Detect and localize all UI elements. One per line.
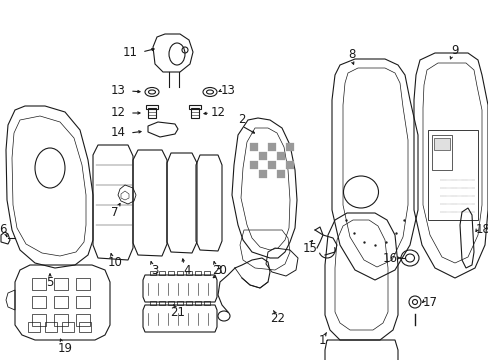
Text: 14: 14 [110,126,125,139]
Text: 9: 9 [450,44,458,57]
Bar [54,278,68,290]
Bar [54,314,68,326]
Text: 6: 6 [0,224,7,237]
Text: 5: 5 [46,275,54,288]
Text: 12: 12 [110,107,125,120]
Text: 13: 13 [110,85,125,98]
Text: 20: 20 [212,264,227,276]
Text: 16: 16 [382,252,397,265]
Bar [32,278,46,290]
Text: 3: 3 [214,264,221,276]
Text: 11: 11 [122,45,137,58]
Polygon shape [285,143,293,151]
Polygon shape [276,170,285,178]
Polygon shape [249,161,258,169]
Text: 17: 17 [422,296,437,309]
Text: 8: 8 [347,49,355,62]
Polygon shape [267,143,275,151]
Bar [28,322,40,332]
Bar [431,135,451,170]
Polygon shape [267,161,275,169]
Text: 18: 18 [475,224,488,237]
Text: 3: 3 [151,264,159,276]
Bar [433,138,449,150]
Text: 2: 2 [238,113,245,126]
Bar [32,296,46,308]
Text: 21: 21 [170,306,185,319]
Text: 19: 19 [58,342,72,355]
Polygon shape [259,152,266,160]
Bar [54,296,68,308]
Polygon shape [249,143,258,151]
Text: 22: 22 [270,311,285,324]
Text: 1: 1 [318,333,325,346]
Bar [79,322,91,332]
Bar [76,296,90,308]
Text: 4: 4 [183,264,190,276]
Bar [45,322,57,332]
Text: 10: 10 [107,256,122,269]
Polygon shape [285,161,293,169]
Polygon shape [276,152,285,160]
Bar [76,314,90,326]
Bar [62,322,74,332]
Text: 12: 12 [210,107,225,120]
Bar [427,130,477,220]
Text: 15: 15 [302,242,317,255]
Text: 7: 7 [111,207,119,220]
Bar [32,314,46,326]
Bar [76,278,90,290]
Text: 13: 13 [220,85,235,98]
Polygon shape [259,170,266,178]
